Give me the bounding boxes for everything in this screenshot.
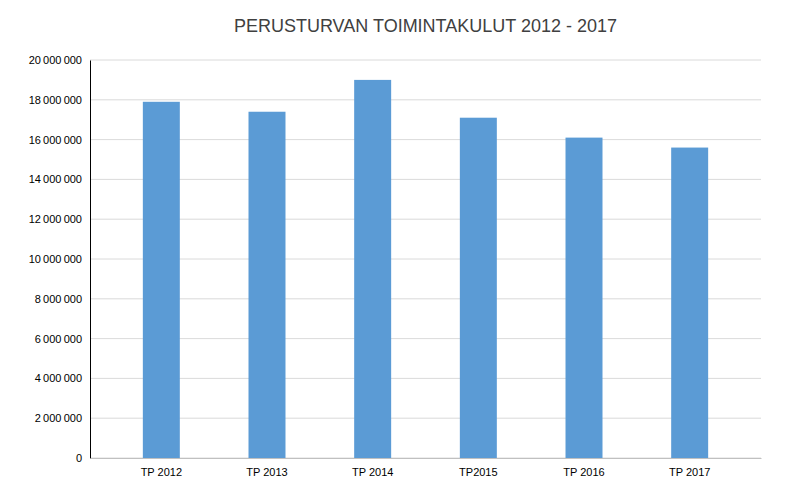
bar (143, 102, 180, 458)
y-tick: 16 000 000 (29, 134, 90, 146)
x-tick-label: TP 2013 (246, 466, 287, 478)
grid-line (90, 458, 761, 459)
bars (143, 80, 708, 458)
y-tick-label: 10 000 000 (29, 253, 82, 265)
y-tick: 4 000 000 (35, 372, 90, 384)
grid-line (90, 338, 761, 339)
x-tick: TP 2013 (246, 458, 287, 478)
y-tick: 10 000 000 (29, 253, 90, 265)
x-tick-label: TP 2017 (669, 466, 710, 478)
x-axis-line (91, 458, 762, 459)
y-tick-label: 14 000 000 (29, 173, 82, 185)
y-tick: 18 000 000 (29, 94, 90, 106)
grid-line (90, 99, 761, 100)
y-tick-label: 18 000 000 (29, 94, 82, 106)
y-tick: 14 000 000 (29, 173, 90, 185)
bar (249, 112, 286, 458)
bar (671, 148, 708, 458)
bar (354, 80, 391, 458)
grid-line (90, 298, 761, 299)
grid-line (90, 60, 761, 61)
title: PERUSTURVAN TOIMINTAKULUT 2012 - 2017 (234, 16, 617, 36)
y-tick-label: 16 000 000 (29, 134, 82, 146)
y-tick: 6 000 000 (35, 333, 90, 345)
y-tick-label: 20 000 000 (29, 54, 82, 66)
plot: 0 2 000 000 4 000 000 6 000 000 8 000 000 10 … (29, 54, 762, 478)
y-tick: 2 000 000 (35, 412, 90, 424)
x-tick-label: TP 2012 (141, 466, 182, 478)
x-tick: TP 2017 (669, 458, 710, 478)
y-axis: 0 2 000 000 4 000 000 6 000 000 8 000 000 10 … (29, 54, 91, 464)
x-tick: TP2015 (459, 458, 498, 478)
x-tick-label: TP2015 (459, 466, 498, 478)
grid-line (90, 418, 761, 419)
x-axis: TP 2012 TP 2013 TP 2014 TP2015 TP 2016 TP 201… (91, 458, 762, 478)
y-tick: 8 000 000 (35, 293, 90, 305)
x-tick-label: TP 2016 (563, 466, 604, 478)
y-tick-label: 0 (76, 452, 82, 464)
y-tick-label: 4 000 000 (35, 372, 82, 384)
grid (90, 60, 761, 458)
x-tick-label: TP 2014 (352, 466, 393, 478)
x-tick: TP 2016 (563, 458, 604, 478)
chart: 0 2 000 000 4 000 000 6 000 000 8 000 000 10 … (0, 0, 791, 503)
grid-line (90, 179, 761, 180)
grid-line (90, 259, 761, 260)
y-axis-line (90, 61, 91, 459)
bar (460, 118, 497, 458)
y-tick-label: 8 000 000 (35, 293, 82, 305)
y-tick: 20 000 000 (29, 54, 90, 66)
x-tick: TP 2012 (141, 458, 182, 478)
y-tick-label: 12 000 000 (29, 213, 82, 225)
grid-line (90, 378, 761, 379)
bar (566, 138, 603, 458)
grid-line (90, 139, 761, 140)
y-tick-label: 2 000 000 (35, 412, 82, 424)
y-tick: 0 (76, 452, 90, 464)
x-tick: TP 2014 (352, 458, 393, 478)
y-tick-label: 6 000 000 (35, 333, 82, 345)
grid-line (90, 219, 761, 220)
y-tick: 12 000 000 (29, 213, 90, 225)
